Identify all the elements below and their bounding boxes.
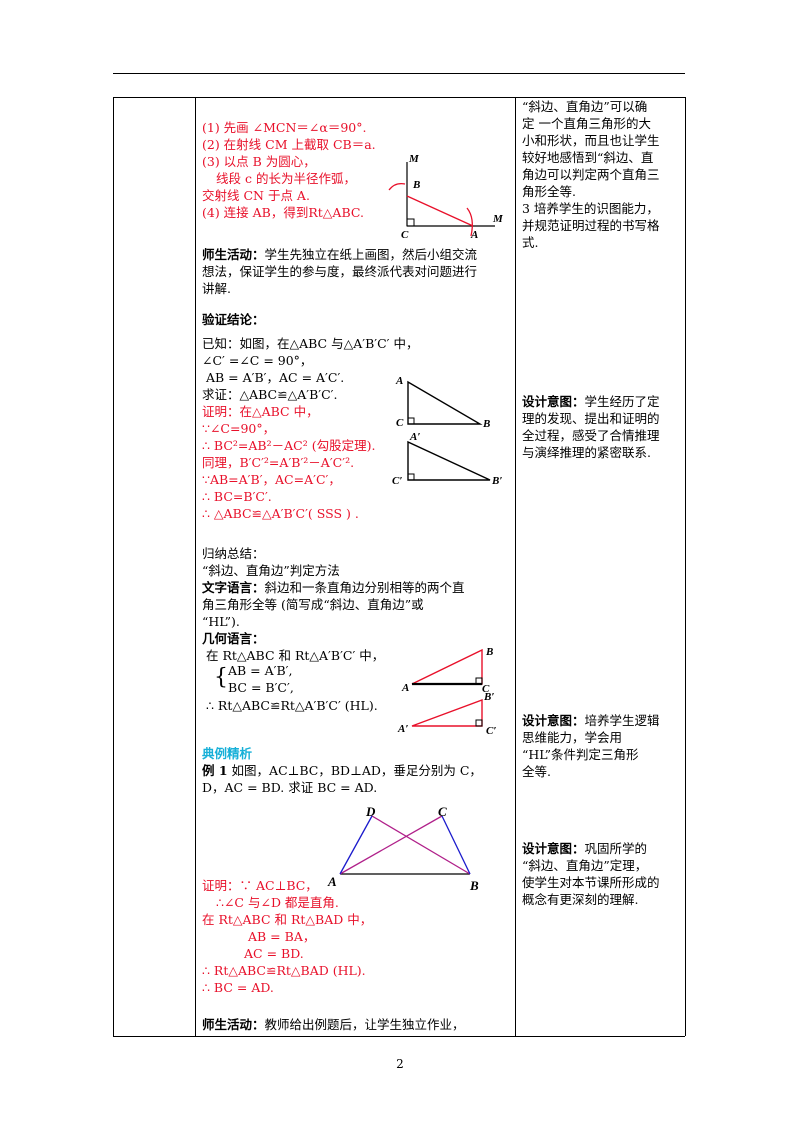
proof-line-6: ∴ BC=B′C′. <box>202 489 272 504</box>
example-proof-6: ∴ Rt△ABC≌Rt△BAD (HL). <box>202 963 366 978</box>
proof-line-1: 证明：在△ABC 中， <box>202 404 319 419</box>
table-right-border <box>685 97 686 1036</box>
activity-2-line-1: 师生活动：教师给出例题后，让学生独立作业， <box>202 1017 465 1032</box>
label-a: A <box>395 375 403 387</box>
table-left-border <box>113 97 114 1036</box>
verify-title: 验证结论： <box>202 312 265 327</box>
label-m-top: M <box>408 153 420 165</box>
label-d: D <box>365 804 376 819</box>
segment-bd <box>371 815 471 875</box>
summary-intro: 归纳总结： <box>202 546 265 561</box>
right-angle-c <box>475 677 483 685</box>
table-col-divider-1 <box>195 97 196 1036</box>
example-proof-2: ∴∠C 与∠D 都是直角. <box>216 895 339 910</box>
proof-line-2: ∵∠C=90°， <box>202 421 276 436</box>
example-section-title: 典例精析 <box>202 746 253 761</box>
hl-figure: B A C B′ A′ C′ <box>397 646 496 737</box>
activity-1-line-2: 想法，保证学生的参与度，最终派代表对问题进行 <box>202 264 478 279</box>
page-number: 2 <box>396 1057 404 1071</box>
label-m-right: M <box>492 213 504 225</box>
construction-step-3-cont: 线段 c 的长为半径作弧， <box>216 171 356 186</box>
example-line-2: D，AC = BD. 求证 BC = AD. <box>202 780 378 795</box>
label-a: A <box>401 682 409 694</box>
segment-ab <box>406 195 474 227</box>
label-b: B <box>485 646 493 658</box>
given-line-2: ∠C′ =∠C = 90°， <box>202 353 313 368</box>
triangle-abc-red <box>411 648 483 685</box>
activity-label: 师生活动： <box>202 247 265 262</box>
text-language-line-2: 角三角形全等 (简写成“斜边、直角边”或 <box>202 597 424 612</box>
design-intent-1: 设计意图：学生经历了定 理的发现、提出和证明的 全过程，感受了合情推理 与演绎推… <box>522 394 660 460</box>
activity-1-line-3: 讲解. <box>202 281 231 296</box>
label-b: B <box>469 878 479 893</box>
proof-line-5: ∵AB=A′B′，AC=A′C′， <box>202 472 341 487</box>
design-intent-3: 设计意图：巩固所学的 “斜边、直角边”定理， 使学生对本节课所形成的 概念有更深… <box>522 841 660 907</box>
arc-near-b <box>388 182 406 191</box>
right-angle-c2 <box>407 473 415 481</box>
example-proof-1: 证明：∵ AC⊥BC， <box>202 878 318 893</box>
geo-language-label: 几何语言： <box>202 631 265 646</box>
construction-step-1: (1) 先画 ∠MCN＝∠α＝90°. <box>202 120 367 135</box>
arc-near-a <box>466 207 473 237</box>
design-intent-2: 设计意图：培养学生逻辑 思维能力，学会用 “HL”条件判定三角形 全等. <box>522 713 660 779</box>
given-line-3: AB = A′B′，AC = A′C′. <box>206 370 345 385</box>
text-language-line-1: 文字语言：斜边和一条直角边分别相等的两个直 <box>202 580 465 595</box>
geo-line-1: 在 Rt△ABC 和 Rt△A′B′C′ 中， <box>206 648 385 663</box>
label-a: A <box>470 229 478 241</box>
proof-line-3: ∴ BC²=AB²－AC² (勾股定理). <box>202 438 376 453</box>
example-proof-5: AC = BD. <box>244 946 304 961</box>
proof-line-4: 同理，B′C′²=A′B′²－A′C′². <box>202 455 355 470</box>
right-block-1: “斜边、直角边”可以确 定 一个直角三角形的大 小和形状，而且也让学生 较好地感… <box>522 99 660 250</box>
label-c: C <box>401 229 409 241</box>
triangle-a2b2c2-red <box>411 698 483 727</box>
label-a: A <box>327 874 337 889</box>
text-language-line-3: “HL”). <box>202 614 240 629</box>
example-proof-3: 在 Rt△ABC 和 Rt△BAD 中， <box>202 912 373 927</box>
given-line-1: 已知：如图，在△ABC 与△A′B′C′ 中， <box>202 336 419 351</box>
segment-ad <box>339 815 373 875</box>
right-angle-c <box>407 417 415 425</box>
right-angle-c2 <box>475 719 483 727</box>
label-a2: A′ <box>409 431 420 443</box>
example-proof-4: AB = BA， <box>248 929 316 944</box>
construction-step-3-cont2: 交射线 CN 于点 A. <box>202 188 310 203</box>
segment-ac <box>339 815 443 875</box>
brace-icon: { <box>214 665 228 690</box>
construction-step-3: (3) 以点 B 为圆心， <box>202 154 316 169</box>
example-line-1: 例 1 如图，AC⊥BC，BD⊥AD，垂足分别为 C， <box>202 763 482 778</box>
triangle-abc <box>407 380 483 425</box>
construction-step-2: (2) 在射线 CM 上截取 CB＝a. <box>202 137 376 152</box>
table-col-divider-2 <box>515 97 516 1036</box>
label-a2: A′ <box>397 723 408 735</box>
triangle-a2b2c2 <box>407 440 491 481</box>
label-b: B <box>412 179 420 191</box>
label-b2: B′ <box>483 691 494 703</box>
example-figure: D C A B <box>327 804 479 893</box>
label-c: C <box>482 683 490 695</box>
table-top-border <box>113 97 685 98</box>
label-c: C <box>396 417 404 429</box>
label-b2: B′ <box>491 475 502 487</box>
header-rule <box>113 73 685 74</box>
activity-1-line-1: 师生活动：学生先独立在纸上画图，然后小组交流 <box>202 247 478 262</box>
label-c2: C′ <box>392 475 402 487</box>
verify-figure: A C B A′ C′ B′ <box>392 375 502 487</box>
geo-line-4: ∴ Rt△ABC≌Rt△A′B′C′ (HL). <box>206 698 378 713</box>
summary-method: “斜边、直角边”判定方法 <box>202 563 340 578</box>
geo-line-2: AB = A′B′, <box>228 663 293 678</box>
segment-bc <box>441 815 471 875</box>
right-angle-mark <box>406 218 415 227</box>
label-c2: C′ <box>486 725 496 737</box>
geo-line-3: BC = B′C′, <box>228 680 294 695</box>
proof-line-7: ∴ △ABC≌△A′B′C′( SSS ) . <box>202 506 359 521</box>
table-bottom-border <box>113 1036 685 1037</box>
prove-line: 求证：△ABC≌△A′B′C′. <box>202 387 338 402</box>
example-proof-7: ∴ BC = AD. <box>202 980 274 995</box>
label-b: B <box>482 418 490 430</box>
label-c: C <box>438 804 447 819</box>
construction-figure: M B C A M <box>388 153 504 241</box>
construction-step-4: (4) 连接 AB，得到Rt△ABC. <box>202 205 364 220</box>
